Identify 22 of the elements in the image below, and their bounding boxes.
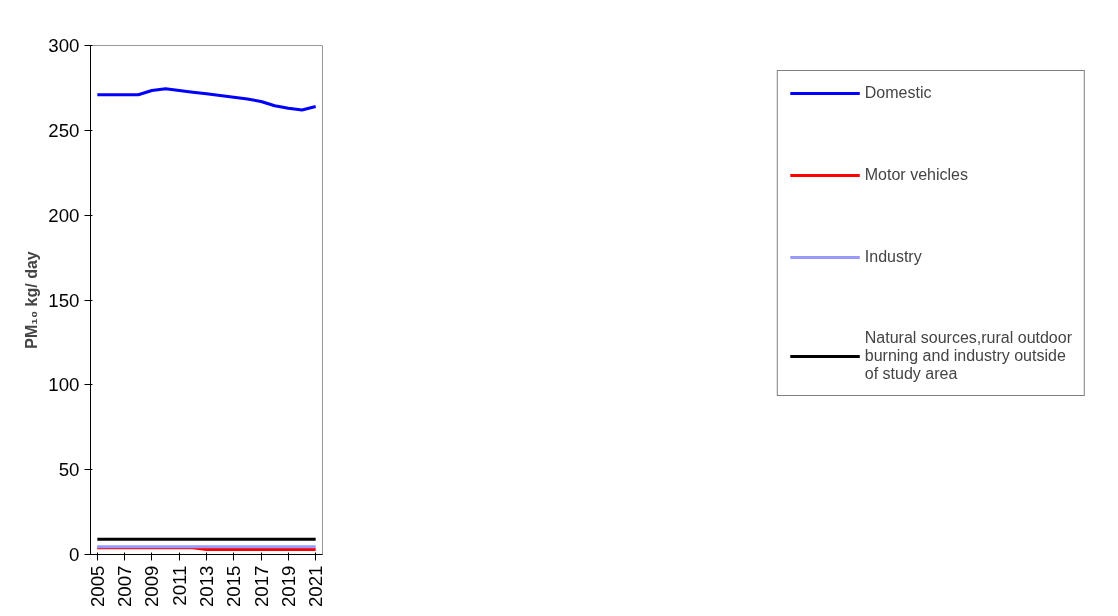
- y-tick-label: 300: [48, 35, 80, 56]
- y-tick-label: 0: [69, 544, 80, 565]
- y-tick-label: 200: [48, 204, 80, 226]
- x-tick-label: 2015: [223, 565, 245, 607]
- x-tick-label: 2021: [305, 565, 327, 607]
- x-tick-label: 2009: [141, 565, 163, 607]
- legend-label: Motor vehicles: [864, 166, 968, 184]
- x-tick-label: 2007: [114, 565, 136, 607]
- legend-label: Natural sources,rural outdoor burning and industry outside of study area: [864, 329, 1072, 383]
- y-tick-label: 100: [48, 374, 80, 396]
- line-series: [95, 87, 318, 112]
- x-tick-label: 2013: [196, 565, 217, 607]
- y-tick-label: 50: [58, 459, 80, 481]
- legend-label: Industry: [864, 248, 922, 266]
- x-tick-label: 2005: [86, 565, 108, 607]
- y-tick-label: 150: [48, 289, 80, 311]
- x-tick-label: 2019: [277, 565, 299, 607]
- y-axis-title: PM₁₀ kg/ day: [23, 251, 41, 349]
- y-tick-label: 250: [48, 119, 80, 141]
- x-tick-label: 2017: [250, 565, 272, 607]
- legend-label: Domestic: [864, 84, 932, 102]
- x-tick-label: 2011: [168, 565, 190, 606]
